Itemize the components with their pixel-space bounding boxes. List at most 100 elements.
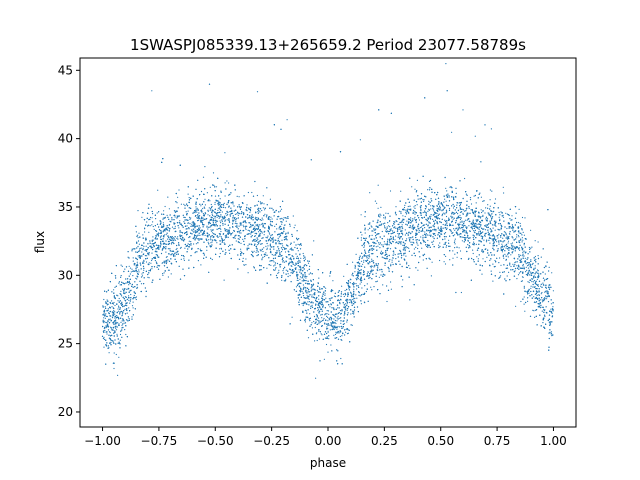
- data-point: [432, 240, 435, 242]
- data-point: [336, 328, 338, 330]
- data-point: [385, 228, 387, 230]
- data-point: [546, 298, 548, 300]
- data-point: [292, 215, 294, 217]
- data-point: [173, 222, 175, 224]
- data-point: [110, 341, 112, 343]
- data-point: [544, 315, 546, 318]
- data-point: [388, 225, 390, 227]
- data-point: [108, 331, 111, 333]
- data-point: [370, 253, 373, 255]
- data-point: [525, 266, 527, 268]
- data-point: [528, 281, 530, 284]
- data-point: [336, 313, 338, 315]
- data-point: [353, 298, 355, 300]
- data-point: [227, 213, 229, 215]
- data-point: [530, 273, 532, 275]
- data-point: [419, 227, 421, 229]
- data-point: [313, 320, 315, 323]
- data-point: [273, 261, 275, 263]
- data-point: [314, 326, 316, 329]
- data-point: [269, 219, 271, 221]
- data-point: [420, 236, 422, 238]
- data-point: [129, 302, 131, 304]
- data-point: [416, 239, 418, 241]
- data-point: [455, 192, 457, 194]
- data-point: [448, 217, 450, 219]
- data-point: [281, 223, 283, 225]
- data-point: [466, 233, 468, 235]
- data-point: [232, 217, 234, 219]
- data-point: [204, 234, 206, 236]
- data-point: [387, 238, 389, 240]
- data-point: [206, 192, 208, 194]
- data-point: [267, 235, 269, 237]
- data-point: [237, 214, 239, 216]
- data-point: [275, 267, 277, 269]
- data-point: [156, 254, 159, 256]
- data-point: [500, 264, 502, 266]
- data-point: [187, 210, 189, 212]
- data-point: [549, 323, 552, 325]
- data-point: [505, 232, 507, 234]
- data-point: [522, 239, 524, 241]
- data-point: [285, 220, 287, 222]
- data-point: [219, 198, 221, 200]
- data-point: [278, 228, 280, 230]
- data-point: [512, 227, 515, 229]
- data-point: [390, 281, 392, 283]
- data-point: [238, 225, 240, 227]
- data-point: [279, 264, 281, 266]
- data-point: [404, 240, 407, 242]
- data-point: [281, 279, 283, 281]
- data-point: [325, 301, 327, 303]
- data-point: [541, 306, 543, 308]
- data-point: [301, 290, 303, 292]
- data-point: [261, 217, 263, 219]
- data-point: [361, 287, 363, 289]
- data-point: [283, 217, 285, 219]
- data-point: [424, 241, 426, 243]
- data-point: [341, 285, 343, 287]
- data-point: [270, 216, 272, 218]
- data-point: [351, 324, 353, 326]
- data-point: [279, 240, 281, 242]
- data-point: [340, 322, 342, 324]
- data-point: [452, 232, 454, 234]
- data-point: [168, 269, 170, 271]
- data-point: [493, 224, 495, 226]
- data-point: [176, 247, 178, 250]
- data-point: [315, 333, 317, 335]
- data-point: [227, 229, 229, 231]
- data-point: [327, 324, 329, 326]
- data-point: [480, 225, 482, 227]
- data-point: [245, 258, 247, 260]
- data-point: [118, 323, 120, 325]
- data-point: [354, 271, 356, 273]
- data-point: [128, 284, 130, 286]
- data-point: [284, 251, 287, 253]
- data-point: [516, 236, 518, 238]
- data-point: [280, 208, 283, 210]
- data-point: [388, 244, 390, 246]
- data-point: [204, 204, 206, 206]
- data-point: [391, 259, 393, 261]
- data-point: [211, 213, 213, 215]
- data-point: [534, 240, 536, 242]
- data-point: [524, 310, 526, 312]
- data-point: [428, 234, 430, 236]
- data-point: [482, 210, 484, 212]
- data-point: [456, 204, 458, 206]
- data-point: [217, 209, 219, 211]
- data-point: [454, 253, 456, 255]
- data-point: [141, 275, 144, 277]
- data-point: [147, 276, 149, 278]
- data-point: [500, 248, 502, 250]
- data-point: [289, 261, 291, 263]
- data-point: [144, 231, 146, 233]
- data-point: [531, 263, 533, 266]
- data-point: [151, 259, 153, 262]
- data-point: [323, 317, 325, 320]
- data-point: [370, 271, 372, 273]
- data-point: [525, 291, 527, 293]
- data-point: [508, 214, 510, 216]
